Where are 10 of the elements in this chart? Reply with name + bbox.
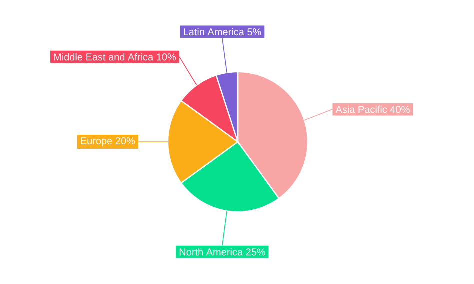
data-label: 10% [157, 54, 176, 61]
slice-label: Asia Pacific [336, 106, 388, 114]
slice-label: Middle East and Africa [54, 53, 154, 61]
slice-label: Latin America [184, 28, 244, 36]
data-label: 5% [248, 28, 262, 36]
data-label: 20% [116, 137, 136, 145]
data-label: 40% [390, 106, 410, 114]
data-label: 25% [246, 248, 266, 256]
slice-label: Europe [81, 138, 112, 147]
slice-label: North America [180, 248, 243, 256]
